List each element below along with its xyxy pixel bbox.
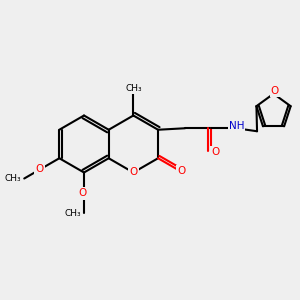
Text: O: O xyxy=(35,164,44,174)
Text: CH₃: CH₃ xyxy=(125,84,142,93)
Text: O: O xyxy=(211,147,219,157)
Text: CH₃: CH₃ xyxy=(4,174,21,183)
Text: O: O xyxy=(78,188,87,199)
Text: O: O xyxy=(129,167,137,177)
Text: CH₃: CH₃ xyxy=(64,208,81,217)
Text: O: O xyxy=(271,86,279,96)
Text: NH: NH xyxy=(229,121,244,131)
Text: O: O xyxy=(177,166,185,176)
